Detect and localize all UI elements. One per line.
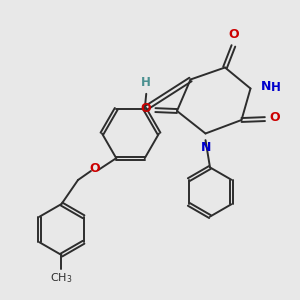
Text: O: O bbox=[89, 162, 100, 175]
Text: N: N bbox=[261, 80, 272, 94]
Text: O: O bbox=[269, 111, 280, 124]
Text: H: H bbox=[141, 76, 151, 89]
Text: O: O bbox=[228, 28, 239, 41]
Text: H: H bbox=[271, 81, 281, 94]
Text: CH$_3$: CH$_3$ bbox=[50, 272, 73, 285]
Text: N: N bbox=[201, 141, 211, 154]
Text: O: O bbox=[140, 102, 151, 115]
